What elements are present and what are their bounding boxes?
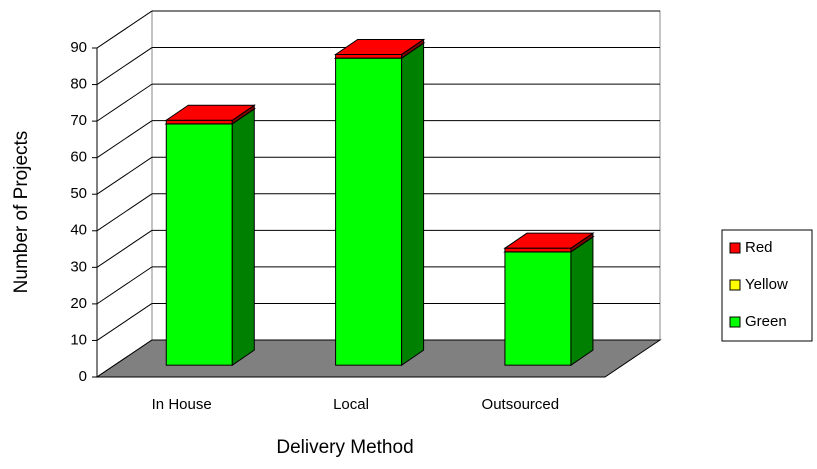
legend-label: Yellow — [745, 276, 788, 293]
y-tick-label: 30 — [70, 258, 87, 275]
y-tick-label: 0 — [79, 368, 87, 385]
x-axis-title: Delivery Method — [276, 437, 413, 458]
y-tick-label: 20 — [70, 295, 87, 312]
legend-swatch — [729, 279, 741, 291]
bar-side — [401, 42, 425, 367]
x-tick-label: Outsourced — [482, 396, 560, 413]
y-tick-label: 90 — [70, 39, 87, 56]
legend-label: Red — [745, 239, 773, 256]
bar-segment — [335, 53, 403, 59]
x-tick-label: Local — [333, 396, 369, 413]
y-tick-label: 40 — [70, 222, 87, 239]
grid-line-side — [96, 303, 153, 341]
bar-side — [570, 235, 594, 367]
legend-swatch — [729, 316, 741, 328]
bar-top — [503, 232, 595, 249]
y-tick-label: 50 — [70, 185, 87, 202]
grid-line-side — [96, 47, 153, 85]
y-tick-label: 60 — [70, 149, 87, 166]
y-axis-title: Number of Projects — [11, 131, 32, 294]
bar-top — [164, 104, 256, 121]
grid-line-side — [96, 83, 153, 122]
bar-segment — [165, 119, 233, 125]
legend-swatch — [729, 242, 741, 254]
legend-label: Green — [745, 313, 787, 330]
bar-side — [231, 107, 255, 367]
bar-segment — [335, 57, 403, 366]
bar-segment — [504, 247, 572, 253]
y-tick-label: 80 — [70, 76, 87, 93]
x-tick-label: In House — [152, 396, 212, 413]
y-tick-label: 70 — [70, 112, 87, 129]
y-tick-label: 10 — [70, 331, 87, 348]
bar-segment — [504, 251, 572, 366]
grid-line-side — [96, 266, 153, 305]
grid-line-side — [96, 193, 153, 232]
bar-top — [333, 38, 426, 55]
grid-line-side — [96, 10, 153, 49]
grid-line-side — [96, 156, 153, 195]
bar-segment — [165, 123, 233, 366]
grid-line-side — [96, 229, 153, 268]
grid-line-side — [96, 120, 153, 159]
